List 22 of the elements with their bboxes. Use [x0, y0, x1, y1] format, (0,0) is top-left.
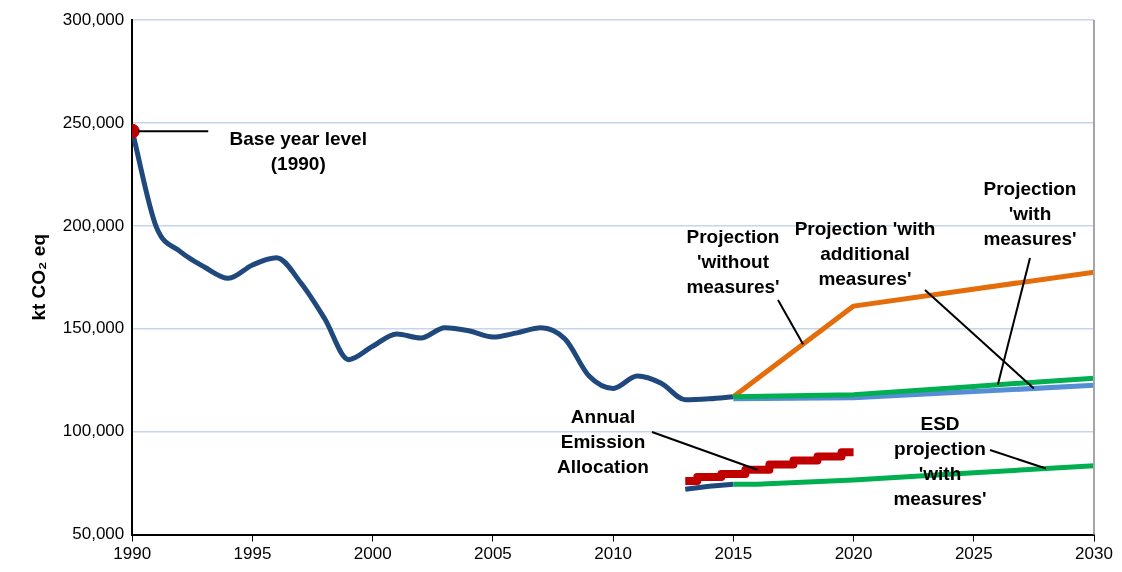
y-axis-title: kt CO₂ eq: [27, 234, 49, 321]
y-tick-label: 50,000: [72, 524, 125, 544]
text: Projection 'with additional measures': [794, 218, 936, 290]
x-tick-label: 2010: [594, 544, 633, 564]
text: Projection 'with measures': [983, 178, 1077, 250]
x-tick-label: 2020: [834, 544, 873, 564]
series-label: ESD projection 'with measures': [893, 413, 987, 510]
y-tick-label: 100,000: [62, 421, 125, 441]
x-tick-label: 2025: [954, 544, 993, 564]
series-label: Annual Emission Allocation: [557, 406, 649, 478]
y-tick-label: 200,000: [62, 215, 125, 235]
x-tick-label: 1995: [233, 544, 272, 564]
x-tick-label: 2000: [353, 544, 392, 564]
y-tick-label: 250,000: [62, 112, 125, 132]
x-tick-label: 2015: [714, 544, 753, 564]
x-tick-label: 2005: [473, 544, 512, 564]
x-tick-label: 2030: [1075, 544, 1113, 564]
annotation: Base year level (1990): [229, 128, 367, 175]
text: Projection 'without measures': [686, 226, 780, 298]
x-tick-label: 1990: [113, 544, 152, 564]
y-tick-label: 300,000: [62, 9, 125, 29]
y-tick-label: 150,000: [62, 318, 125, 338]
